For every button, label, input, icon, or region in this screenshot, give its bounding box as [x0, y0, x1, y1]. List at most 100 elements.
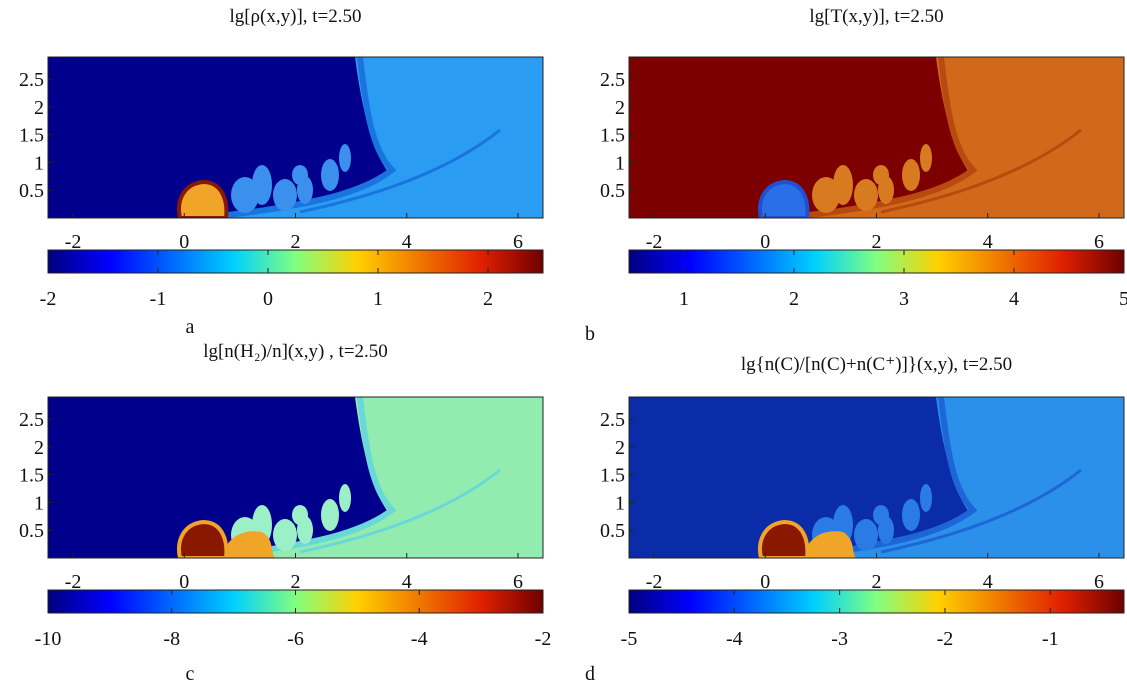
- plume: [273, 179, 297, 211]
- x-tick-label: -2: [65, 231, 82, 253]
- shock-front: [780, 397, 978, 558]
- cloud-blob: [758, 519, 810, 558]
- y-tick-label: 2: [34, 97, 44, 119]
- panel-title: lg[n(H₂)/n](x,y) , t=2.50: [203, 341, 388, 362]
- colorbar-tick-label: 3: [899, 288, 909, 310]
- shear-layer: [299, 128, 501, 214]
- y-tick-label: 1: [615, 492, 625, 514]
- shocked-region: [771, 57, 1124, 218]
- y-tick-label: 2.5: [19, 409, 44, 431]
- plume: [321, 159, 339, 191]
- shocked-region: [190, 397, 543, 558]
- y-tick-label: 0.5: [600, 180, 625, 202]
- plume: [812, 177, 840, 213]
- x-tick-label: 4: [402, 231, 412, 253]
- plume: [920, 144, 932, 172]
- field-image: [48, 397, 543, 558]
- plume: [292, 505, 308, 525]
- shocked-region: [771, 397, 1124, 558]
- y-tick-label: 2: [615, 437, 625, 459]
- plume: [854, 519, 878, 551]
- wake: [803, 531, 856, 558]
- plume: [321, 499, 339, 531]
- field-image: [629, 397, 1124, 558]
- y-tick-label: 1: [34, 492, 44, 514]
- x-tick-label: 2: [291, 231, 301, 253]
- field-image: [629, 57, 1124, 218]
- colorbar-tick-label: -2: [40, 288, 57, 310]
- colorbar-tick-label: -2: [937, 628, 954, 650]
- y-tick-label: 0.5: [600, 520, 625, 542]
- shear-layer: [880, 128, 1082, 214]
- x-tick-label: 0: [179, 231, 189, 253]
- x-tick-label: 4: [983, 231, 993, 253]
- y-tick-label: 1.5: [600, 125, 625, 147]
- cloud-blob: [177, 179, 229, 218]
- plume: [902, 499, 920, 531]
- plume: [339, 484, 351, 512]
- colorbar-tick-label: 2: [789, 288, 799, 310]
- colorbar-tick-label: 4: [1009, 288, 1019, 310]
- panel: lg[T(x,y)], t=2.50 b -2 0 2 4 6 0.5 1 1.5 2 2.5 1 2 3 4…: [585, 6, 1127, 345]
- colorbar-tick-label: 1: [679, 288, 689, 310]
- y-tick-label: 1.5: [600, 465, 625, 487]
- plume: [252, 165, 272, 205]
- x-tick-label: -2: [646, 571, 663, 593]
- panel-label: b: [585, 323, 595, 345]
- x-tick-label: 0: [760, 571, 770, 593]
- shock-front: [780, 57, 978, 218]
- panel-label: d: [585, 663, 595, 685]
- x-tick-label: 4: [983, 571, 993, 593]
- colorbar-tick-label: 2: [483, 288, 493, 310]
- shock-front: [199, 57, 397, 218]
- x-tick-label: -2: [646, 231, 663, 253]
- colorbar-tick-label: -6: [287, 628, 304, 650]
- y-tick-label: 2: [34, 437, 44, 459]
- colorbar-tick-label: -10: [35, 628, 62, 650]
- y-tick-label: 0.5: [19, 520, 44, 542]
- x-tick-label: 2: [872, 571, 882, 593]
- cloud-blob: [758, 179, 810, 218]
- plume: [231, 177, 259, 213]
- shear-layer: [880, 468, 1082, 554]
- x-tick-label: 0: [179, 571, 189, 593]
- plume: [273, 519, 297, 551]
- y-tick-label: 1: [34, 152, 44, 174]
- panel: lg[n(H₂)/n](x,y) , t=2.50 c -2 0 2 4 6 0.5 1 1.5 2…: [19, 341, 551, 685]
- panel-label: a: [186, 316, 195, 338]
- y-tick-label: 1.5: [19, 125, 44, 147]
- y-tick-label: 2.5: [600, 409, 625, 431]
- x-tick-label: 2: [872, 231, 882, 253]
- field-image: [48, 57, 543, 218]
- x-tick-label: -2: [65, 571, 82, 593]
- colorbar-tick-label: -5: [621, 628, 638, 650]
- colorbar: [628, 249, 1125, 274]
- colorbar-tick-label: -3: [831, 628, 848, 650]
- colorbar-tick-label: -1: [1042, 628, 1059, 650]
- x-tick-label: 6: [1094, 231, 1104, 253]
- x-tick-label: 6: [1094, 571, 1104, 593]
- colorbar-tick-label: 1: [373, 288, 383, 310]
- plume: [902, 159, 920, 191]
- panel-title: lg[T(x,y)], t=2.50: [809, 6, 943, 27]
- plume: [920, 484, 932, 512]
- y-tick-label: 1: [615, 152, 625, 174]
- y-tick-label: 1.5: [19, 465, 44, 487]
- plume: [292, 165, 308, 185]
- colorbar-tick-label: -4: [726, 628, 743, 650]
- y-tick-label: 2.5: [600, 69, 625, 91]
- colorbar-tick-label: 5: [1119, 288, 1127, 310]
- y-tick-label: 0.5: [19, 180, 44, 202]
- x-tick-label: 4: [402, 571, 412, 593]
- x-tick-label: 6: [513, 571, 523, 593]
- panel-title: lg{n(C)/[n(C)+n(C⁺)]}(x,y), t=2.50: [741, 354, 1012, 375]
- x-tick-label: 2: [291, 571, 301, 593]
- x-tick-label: 0: [760, 231, 770, 253]
- shocked-region: [190, 57, 543, 218]
- plume: [339, 144, 351, 172]
- colorbar-tick-label: -4: [411, 628, 428, 650]
- shock-front: [199, 397, 397, 558]
- x-tick-label: 6: [513, 231, 523, 253]
- colorbar-tick-label: -2: [535, 628, 552, 650]
